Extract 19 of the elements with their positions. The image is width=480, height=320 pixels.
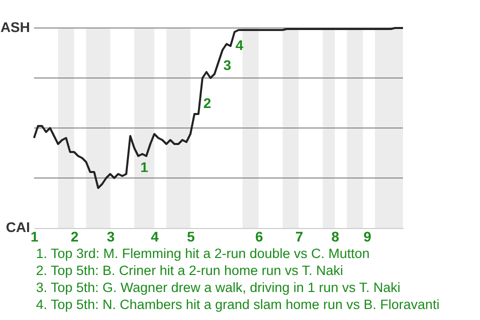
text: 2. Top 5th: B. Criner hit a 2-run home run vs T. Naki — [36, 263, 344, 278]
x-tick-label: 3 — [106, 228, 115, 244]
x-tick-label: 4 — [150, 228, 159, 244]
x-tick-label: 1 — [30, 228, 39, 244]
text: 3. Top 5th: G. Wagner drew a walk, driving in 1 run vs T. Naki — [36, 280, 400, 295]
x-tick-label: 9 — [364, 228, 372, 244]
x-tick-label: 7 — [295, 228, 304, 244]
text: ASH — [0, 19, 30, 35]
text: CAI — [6, 219, 30, 235]
annotation: 1 — [140, 159, 148, 175]
x-tick-label: 2 — [70, 228, 79, 244]
x-tick-label: 6 — [255, 228, 264, 244]
annotation: 4 — [235, 37, 244, 53]
text: 1. Top 3rd: M. Flemming hit a 2-run double vs C. Mutton — [36, 246, 370, 261]
text: 4. Top 5th: N. Chambers hit a grand slam home run vs B. Floravanti — [36, 297, 440, 312]
annotation: 3 — [223, 57, 232, 73]
annotation: 2 — [203, 95, 212, 111]
x-tick-label: 8 — [331, 228, 340, 244]
x-tick-label: 5 — [187, 228, 196, 244]
